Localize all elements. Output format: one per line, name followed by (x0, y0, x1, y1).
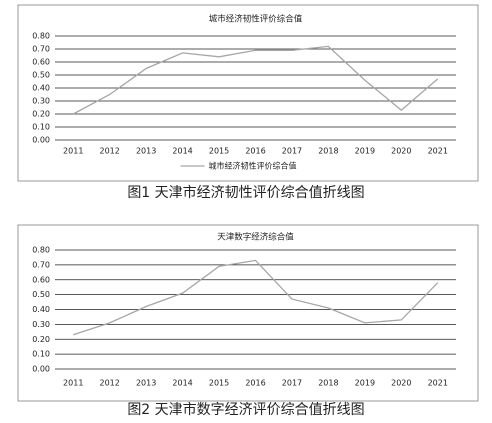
x-tick-label: 2020 (391, 147, 411, 156)
chart-frame (17, 4, 479, 182)
x-tick-label: 2016 (245, 147, 265, 156)
x-tick-label: 2019 (355, 379, 375, 388)
data-line (73, 259, 439, 336)
x-tick-label: 2020 (391, 379, 411, 388)
y-tick-label: 0.30 (32, 97, 50, 106)
data-line (72, 45, 439, 115)
figure-caption: 图2 天津市数字经济评价综合值折线图 (127, 401, 364, 418)
y-tick-label: 0.00 (32, 136, 50, 145)
x-tick-label: 2018 (318, 379, 338, 388)
x-tick-label: 2012 (100, 379, 120, 388)
y-tick-label: 0.60 (32, 275, 50, 284)
chart-title: 城市经济韧性评价综合值 (209, 14, 303, 25)
chart-title: 天津数字经济综合值 (217, 232, 294, 243)
y-tick-label: 0.50 (32, 71, 50, 80)
x-tick-label: 2019 (355, 147, 375, 156)
legend-label: 城市经济韧性评价综合值 (209, 161, 297, 171)
y-tick-label: 0.10 (32, 350, 50, 359)
x-tick-label: 2013 (136, 147, 156, 156)
x-tick-label: 2012 (100, 147, 120, 156)
x-tick-label: 2021 (428, 147, 448, 156)
x-tick-label: 2016 (245, 379, 265, 388)
x-tick-label: 2017 (282, 147, 302, 156)
y-tick-label: 0.40 (32, 84, 50, 93)
x-tick-label: 2013 (136, 379, 156, 388)
y-tick-label: 0.70 (32, 45, 50, 54)
y-tick-label: 0.30 (32, 320, 50, 329)
x-tick-label: 2018 (318, 147, 338, 156)
y-tick-label: 0.80 (32, 32, 50, 41)
x-tick-label: 2015 (209, 379, 229, 388)
x-tick-label: 2014 (172, 147, 192, 156)
x-tick-label: 2015 (209, 147, 229, 156)
y-tick-label: 0.50 (32, 290, 50, 299)
y-tick-label: 0.20 (32, 110, 50, 119)
x-tick-label: 2017 (282, 379, 302, 388)
y-tick-label: 0.70 (32, 260, 50, 269)
y-tick-label: 0.80 (32, 246, 50, 255)
chart-frame (17, 224, 479, 402)
x-tick-label: 2014 (172, 379, 192, 388)
y-tick-label: 0.00 (32, 365, 50, 374)
y-tick-label: 0.10 (32, 123, 50, 132)
y-tick-label: 0.40 (32, 305, 50, 314)
y-tick-label: 0.60 (32, 58, 50, 67)
y-tick-label: 0.20 (32, 335, 50, 344)
figure-caption: 图1 天津市经济韧性评价综合值折线图 (127, 184, 364, 201)
x-tick-label: 2011 (63, 147, 83, 156)
x-tick-label: 2021 (428, 379, 448, 388)
x-tick-label: 2011 (63, 379, 83, 388)
